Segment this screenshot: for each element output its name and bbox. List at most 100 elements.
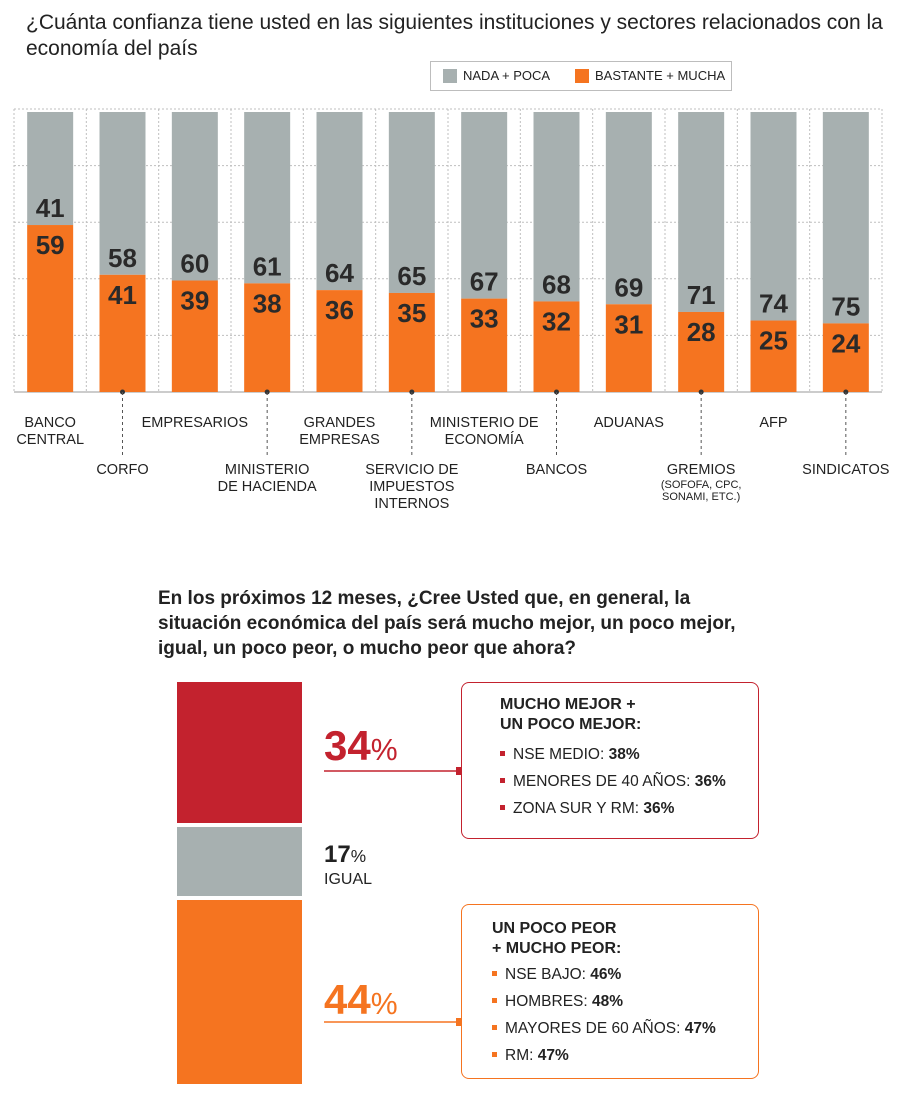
bar-nada-poca <box>99 112 146 275</box>
value-label-nada-poca: 75 <box>831 291 860 321</box>
bullet-icon <box>500 804 505 810</box>
worse-percent: 44% <box>324 976 398 1023</box>
category-label: GRANDES EMPRESAS <box>299 415 380 448</box>
legend-swatch-orange <box>575 69 589 83</box>
better-box-title-2: UN POCO MEJOR: <box>500 716 642 733</box>
legend-label-orange: BASTANTE + MUCHA <box>595 68 726 83</box>
bar-bastante-mucha <box>605 304 652 392</box>
value-label-nada-poca: 60 <box>180 249 209 279</box>
bullet-icon <box>500 750 505 756</box>
bar-bastante-mucha <box>461 298 508 392</box>
category-label: EMPRESARIOS <box>141 415 248 431</box>
value-label-nada-poca: 74 <box>759 289 788 319</box>
value-label-bastante-mucha: 36 <box>325 295 354 325</box>
bullet-icon <box>500 777 505 783</box>
value-label-bastante-mucha: 28 <box>687 317 716 347</box>
value-label-bastante-mucha: 38 <box>253 288 282 318</box>
better-box-list: NSE MEDIO: 38% MENORES DE 40 AÑOS: 36% ZON… <box>500 745 726 826</box>
bar-nada-poca <box>533 112 580 302</box>
worse-box-list: NSE BAJO: 46% HOMBRES: 48% MAYORES DE 60 A… <box>492 965 716 1073</box>
list-item: NSE MEDIO: 38% <box>500 745 726 765</box>
category-label: ADUANAS <box>593 415 664 431</box>
segment-better <box>177 682 302 823</box>
legend-label-gray: NADA + POCA <box>463 68 551 83</box>
segment-worse <box>177 900 302 1084</box>
category-label: CORFO <box>96 462 149 478</box>
bullet-icon <box>492 1024 497 1030</box>
category-label: BANCOS <box>525 462 588 478</box>
worse-box-title-1: UN POCO PEOR <box>492 920 617 937</box>
bar-nada-poca <box>316 112 363 291</box>
list-item: HOMBRES: 48% <box>492 992 716 1012</box>
chart1-bars: 41 59 58 41 60 39 61 38 64 36 65 35 67 33 68 32 69 31 71 28… <box>13 108 883 458</box>
bar-nada-poca <box>605 112 652 305</box>
bar-bastante-mucha <box>388 292 435 392</box>
category-label: GREMIOS (SOFOFA, CPC, SONAMI, ETC.) <box>660 462 742 503</box>
category-label: MINISTERIO DE HACIENDA <box>217 462 317 495</box>
chart1-legend: NADA + POCA BASTANTE + MUCHA <box>430 61 732 91</box>
bar-bastante-mucha <box>27 225 74 392</box>
value-label-bastante-mucha: 35 <box>397 298 426 328</box>
value-label-nada-poca: 69 <box>614 272 643 302</box>
list-item: MENORES DE 40 AÑOS: 36% <box>500 772 726 792</box>
value-label-bastante-mucha: 59 <box>36 230 65 260</box>
bar-nada-poca <box>388 112 435 293</box>
bullet-icon <box>492 997 497 1003</box>
equal-percent: 17% <box>324 841 367 868</box>
list-item: MAYORES DE 60 AÑOS: 47% <box>492 1019 716 1039</box>
bar-nada-poca <box>750 112 797 321</box>
better-box: MUCHO MEJOR + UN POCO MEJOR: NSE MEDIO: … <box>461 682 759 839</box>
value-label-nada-poca: 61 <box>253 251 282 281</box>
list-item: ZONA SUR Y RM: 36% <box>500 799 726 819</box>
value-label-nada-poca: 64 <box>325 258 354 288</box>
value-label-nada-poca: 41 <box>36 193 65 223</box>
bar-bastante-mucha <box>533 301 580 392</box>
bar-nada-poca <box>171 112 218 281</box>
connector-worse-dot <box>456 1018 464 1026</box>
bar-bastante-mucha <box>316 290 363 392</box>
worse-box: UN POCO PEOR + MUCHO PEOR: NSE BAJO: 46%… <box>461 904 759 1079</box>
bullet-icon <box>492 970 497 976</box>
list-item: NSE BAJO: 46% <box>492 965 716 985</box>
bar-nada-poca <box>244 112 291 284</box>
category-label: AFP <box>759 415 788 431</box>
value-label-nada-poca: 67 <box>470 267 499 297</box>
chart1-title: ¿Cuánta confianza tiene usted en las sig… <box>26 11 883 60</box>
value-label-nada-poca: 71 <box>687 280 716 310</box>
list-item: RM: 47% <box>492 1046 716 1066</box>
chart2-title: En los próximos 12 meses, ¿Cree Usted qu… <box>158 588 736 659</box>
value-label-bastante-mucha: 32 <box>542 306 571 336</box>
segment-equal <box>177 827 302 896</box>
bar-bastante-mucha <box>171 280 218 392</box>
category-label: SINDICATOS <box>802 462 890 478</box>
value-label-bastante-mucha: 41 <box>108 280 137 310</box>
value-label-bastante-mucha: 33 <box>470 304 499 334</box>
bar-nada-poca <box>461 112 508 299</box>
value-label-bastante-mucha: 31 <box>614 309 643 339</box>
bar-bastante-mucha <box>750 320 797 392</box>
value-label-bastante-mucha: 24 <box>831 328 860 358</box>
connector-better-dot <box>456 767 464 775</box>
category-label: SERVICIO DE IMPUESTOS INTERNOS <box>365 462 459 512</box>
bar-bastante-mucha <box>678 311 725 392</box>
bar-nada-poca <box>822 112 869 324</box>
worse-box-title-2: + MUCHO PEOR: <box>492 940 622 957</box>
better-percent: 34% <box>324 722 398 769</box>
better-box-title-1: MUCHO MEJOR + <box>500 696 636 713</box>
bullet-icon <box>492 1051 497 1057</box>
category-label: MINISTERIO DE ECONOMÍA <box>429 415 539 448</box>
legend-swatch-gray <box>443 69 457 83</box>
bar-bastante-mucha <box>244 283 291 392</box>
value-label-nada-poca: 58 <box>108 243 137 273</box>
value-label-bastante-mucha: 39 <box>180 286 209 316</box>
category-label: BANCO CENTRAL <box>16 415 85 448</box>
value-label-bastante-mucha: 25 <box>759 326 788 356</box>
value-label-nada-poca: 68 <box>542 269 571 299</box>
bar-bastante-mucha <box>99 274 146 392</box>
bar-nada-poca <box>27 112 74 226</box>
equal-label: IGUAL <box>324 871 373 888</box>
value-label-nada-poca: 65 <box>397 261 426 291</box>
bar-bastante-mucha <box>822 323 869 392</box>
bar-nada-poca <box>678 112 725 312</box>
